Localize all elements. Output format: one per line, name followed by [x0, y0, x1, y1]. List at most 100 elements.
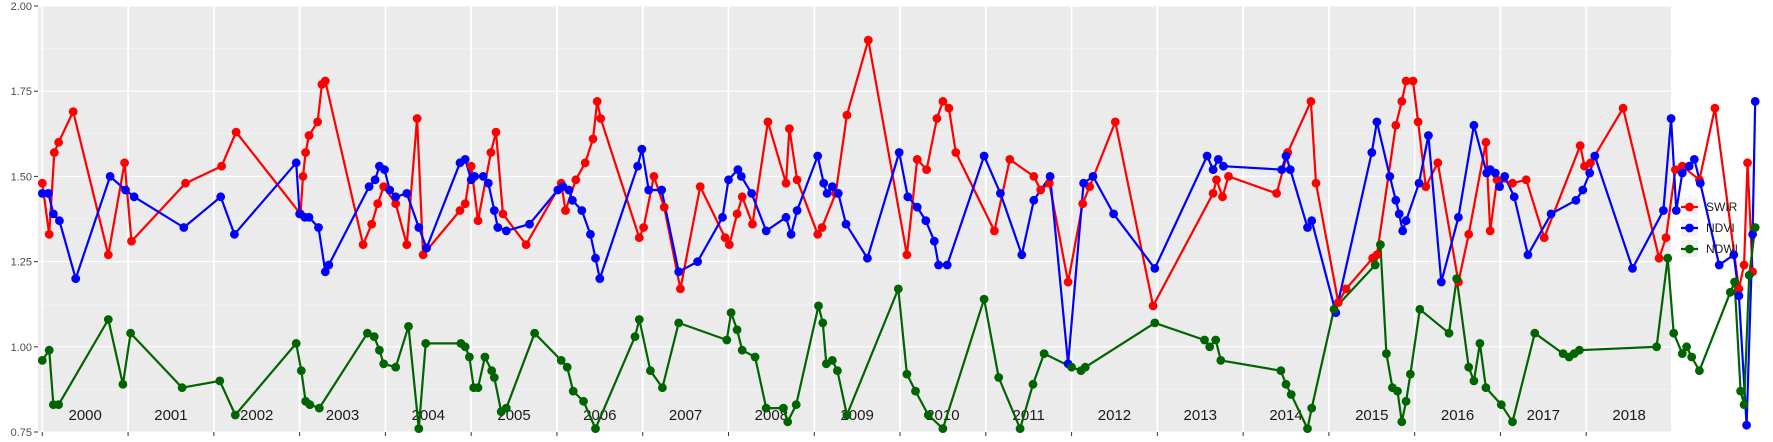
data-point-ndvi	[724, 175, 733, 185]
data-point-ndwi	[779, 403, 788, 413]
data-point-ndvi	[833, 189, 843, 198]
data-point-swir	[1734, 284, 1744, 294]
data-point-ndvi	[1689, 155, 1699, 164]
data-point-ndwi	[1329, 304, 1339, 314]
data-point-swir	[1575, 141, 1585, 151]
data-point-ndvi	[903, 192, 913, 202]
data-point-ndwi	[938, 424, 948, 433]
data-point-ndwi	[994, 373, 1004, 382]
data-point-ndwi	[530, 328, 539, 338]
data-point-swir	[737, 192, 747, 202]
year-labels: 2000 2001 2002 2003 2004 2005 2006 2007 2008 2009…	[68, 407, 1645, 424]
data-point-ndvi	[105, 172, 115, 181]
data-point-swir	[521, 240, 531, 250]
data-point-ndwi	[379, 359, 389, 369]
data-point-ndvi	[414, 223, 424, 232]
data-point-swir	[1481, 137, 1491, 147]
data-point-ndwi	[1652, 342, 1661, 352]
data-point-ndwi	[1397, 417, 1407, 427]
data-point-ndvi	[1500, 172, 1510, 181]
data-point-ndvi	[1372, 117, 1382, 127]
data-point-swir	[1397, 97, 1407, 106]
data-point-ndvi	[478, 172, 488, 181]
data-point-ndvi	[320, 267, 330, 277]
data-point-swir	[951, 148, 961, 157]
data-point-swir	[748, 219, 757, 229]
data-point-ndwi	[658, 383, 667, 393]
data-point-ndwi	[1370, 260, 1380, 270]
data-point-ndvi	[637, 144, 647, 154]
data-point-ndwi	[1744, 270, 1754, 280]
data-point-ndvi	[942, 260, 952, 270]
data-point-ndwi	[460, 342, 470, 352]
data-point-ndwi	[215, 376, 225, 386]
data-point-ndvi	[693, 257, 702, 266]
data-point-ndvi	[792, 206, 802, 215]
data-point-ndvi	[657, 185, 666, 195]
data-point-swir	[1311, 178, 1321, 188]
data-point-ndvi	[1436, 277, 1446, 287]
data-point-swir	[1372, 250, 1382, 260]
year-label: 2007	[669, 407, 702, 424]
data-point-ndvi	[1490, 168, 1500, 178]
data-point-ndvi	[304, 212, 314, 222]
data-point-ndwi	[1067, 362, 1076, 372]
legend-marker-ndvi	[1685, 223, 1694, 233]
data-point-swir	[1063, 277, 1073, 287]
data-point-ndvi	[564, 185, 574, 195]
data-point-ndvi	[1509, 192, 1519, 202]
data-point-ndwi	[1205, 342, 1215, 352]
data-point-swir	[68, 107, 78, 116]
data-point-ndwi	[1575, 345, 1584, 355]
data-point-ndvi	[1671, 206, 1681, 215]
year-label: 2015	[1355, 407, 1388, 424]
data-point-swir	[1743, 158, 1752, 168]
data-point-ndwi	[1080, 362, 1090, 372]
data-point-swir	[596, 114, 606, 123]
data-point-swir	[561, 206, 570, 215]
data-point-ndvi	[786, 229, 796, 239]
data-point-ndvi	[1208, 165, 1218, 175]
data-point-swir	[455, 206, 465, 215]
data-point-ndwi	[391, 362, 401, 372]
data-point-swir	[912, 155, 922, 164]
data-point-ndvi	[1684, 161, 1694, 171]
data-point-ndwi	[1286, 390, 1296, 399]
data-point-ndwi	[1669, 328, 1679, 338]
data-point-ndvi	[1029, 195, 1039, 205]
data-point-ndvi	[568, 195, 577, 205]
data-point-ndvi	[912, 202, 922, 212]
y-tick-label: 2.00	[11, 1, 32, 13]
data-point-ndvi	[894, 148, 904, 157]
data-point-ndvi	[1734, 291, 1744, 301]
data-point-ndvi	[1666, 114, 1676, 123]
data-point-ndwi	[634, 315, 644, 324]
data-point-swir	[1408, 76, 1418, 86]
data-point-swir	[1306, 97, 1316, 106]
data-point-ndvi	[1045, 172, 1055, 181]
data-point-swir	[1029, 172, 1039, 181]
data-point-ndvi	[929, 236, 939, 246]
y-tick-label: 1.50	[11, 171, 32, 183]
data-point-ndvi	[1281, 151, 1291, 161]
data-point-ndvi	[1695, 178, 1705, 188]
year-label: 2018	[1612, 407, 1645, 424]
data-point-ndwi	[783, 417, 793, 427]
data-point-swir	[1212, 175, 1221, 185]
data-point-swir	[732, 209, 742, 219]
year-label: 2012	[1098, 407, 1131, 424]
data-point-swir	[373, 199, 383, 209]
data-point-ndvi	[422, 243, 431, 253]
data-point-ndwi	[1211, 335, 1221, 345]
data-point-ndwi	[118, 379, 128, 389]
data-point-swir	[863, 35, 873, 45]
data-point-swir	[217, 161, 227, 171]
data-point-ndwi	[722, 335, 732, 345]
data-point-ndwi	[814, 301, 823, 311]
data-point-ndwi	[1469, 376, 1479, 386]
data-point-ndvi	[595, 274, 605, 283]
data-point-ndvi	[1424, 131, 1433, 140]
data-point-ndvi	[1659, 206, 1668, 215]
series-layer	[37, 35, 1760, 433]
